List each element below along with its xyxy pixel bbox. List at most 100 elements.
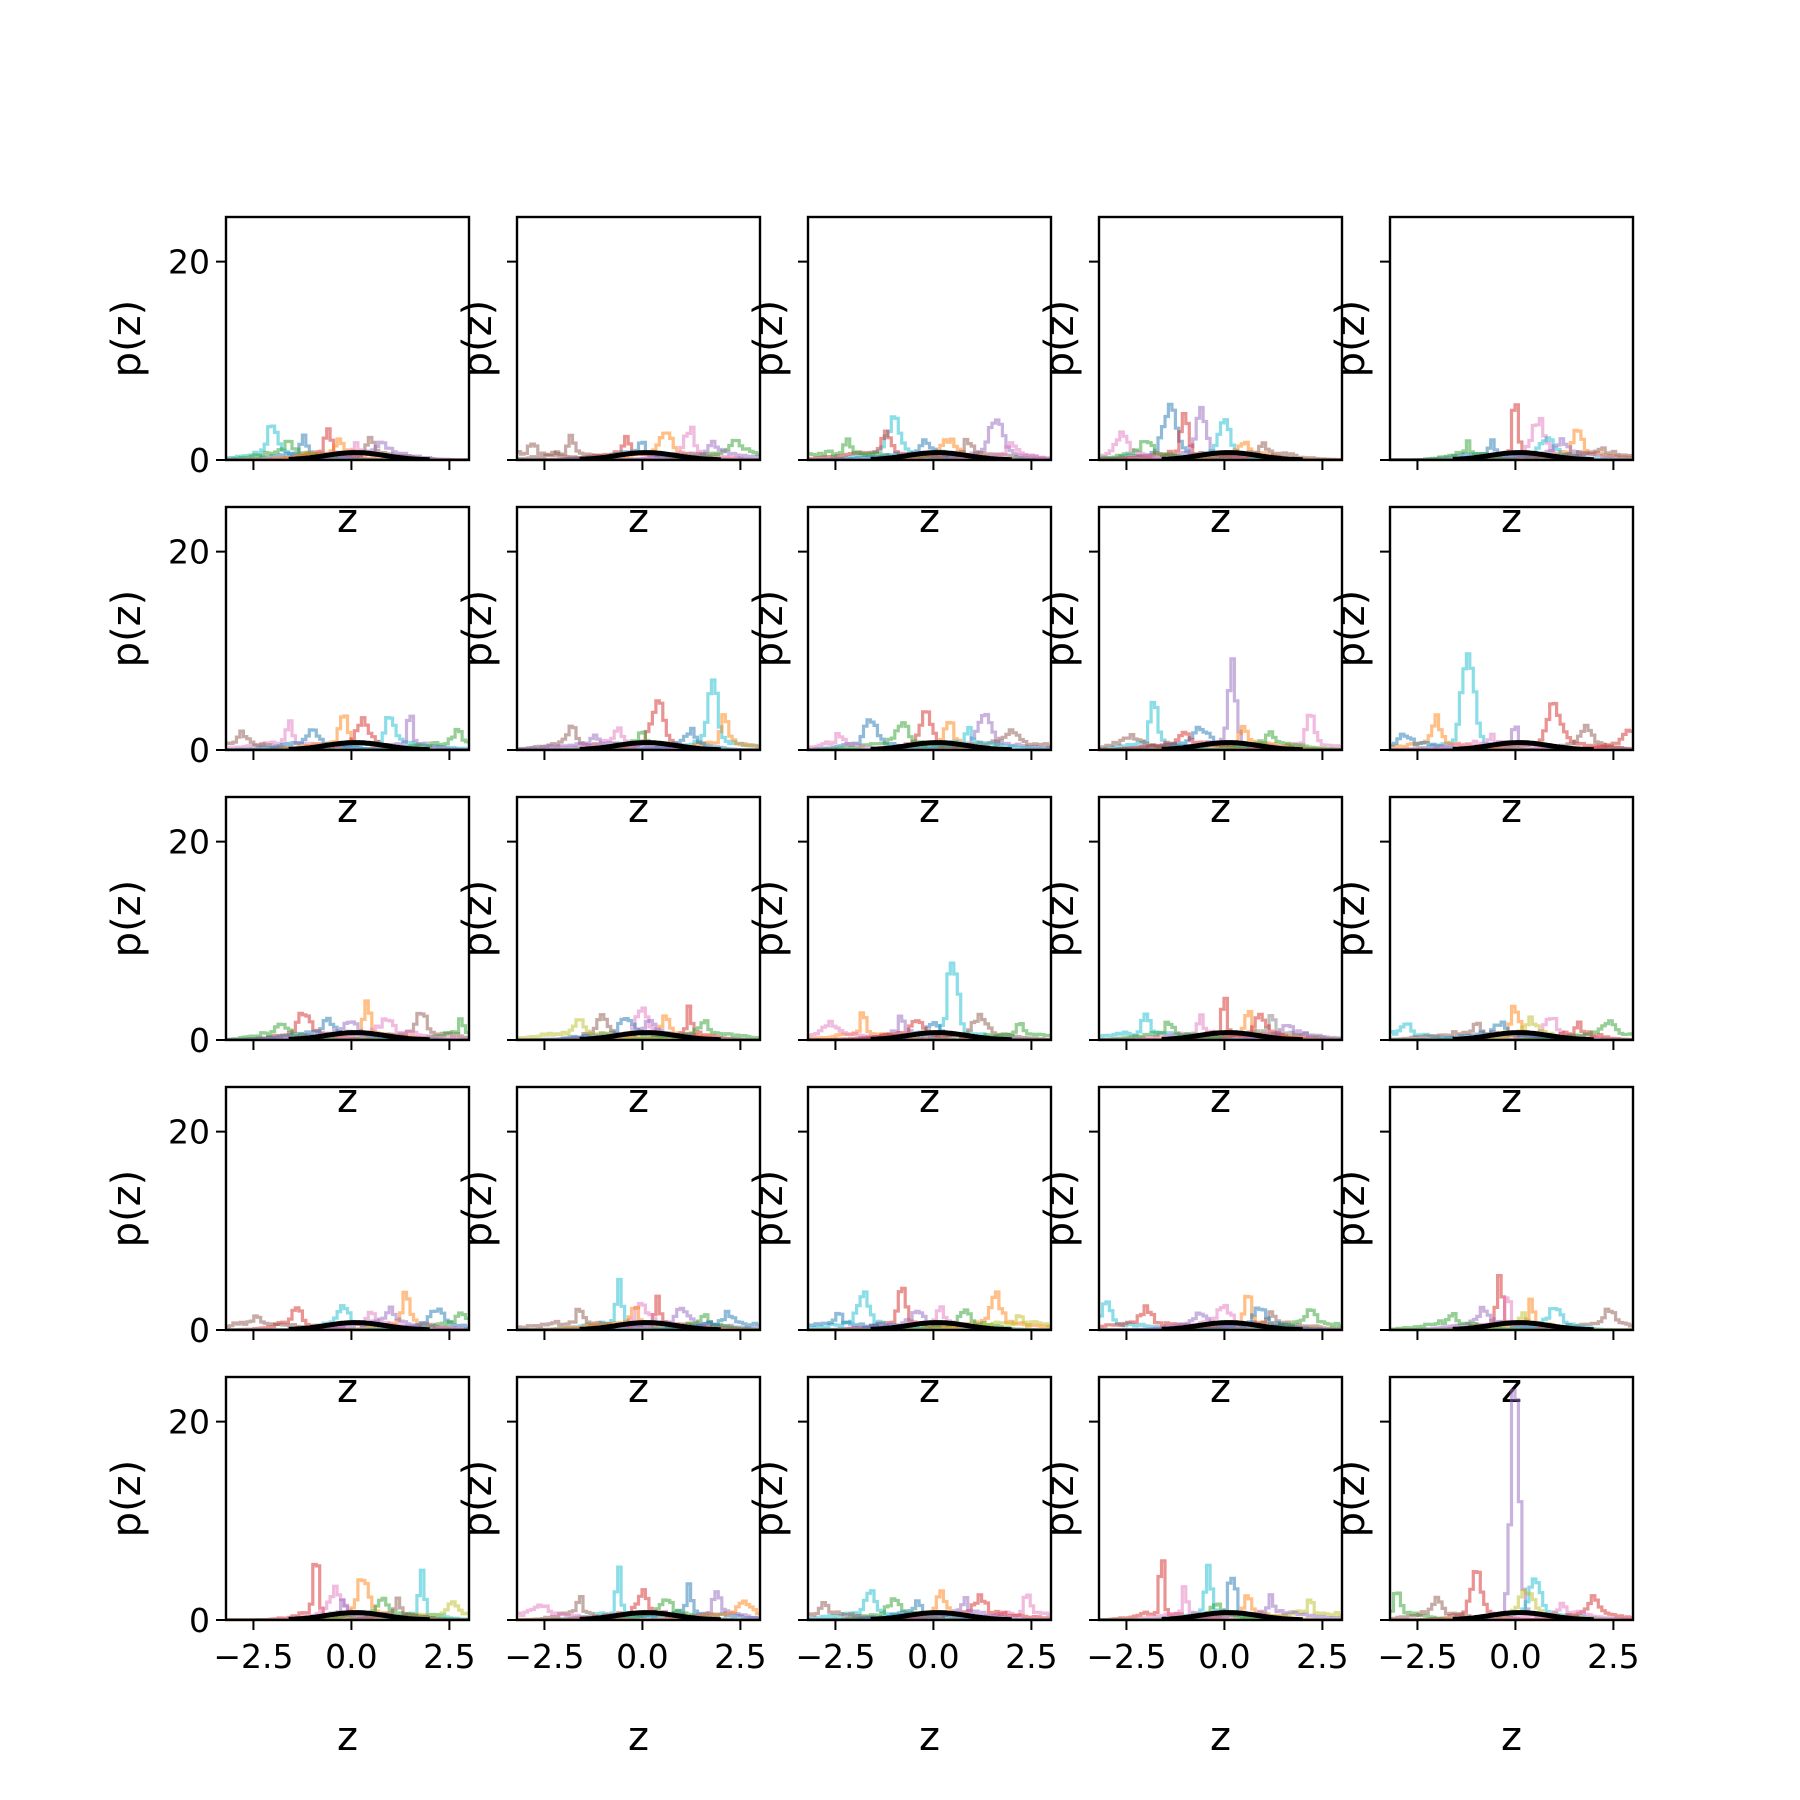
overall-curve bbox=[579, 1610, 721, 1620]
x-axis-label: z bbox=[1501, 1076, 1522, 1122]
panel-4-5: zp(z) bbox=[1328, 1085, 1635, 1412]
panel-frame bbox=[1388, 795, 1635, 1042]
y-axis-label: p(z) bbox=[1328, 1170, 1374, 1248]
panel-2-4: z p(z) bbox=[1037, 505, 1344, 832]
overall-curve bbox=[1161, 450, 1303, 460]
y-axis-label: p(z) bbox=[746, 590, 792, 668]
series-curve bbox=[1099, 418, 1342, 460]
x-tick-label: 0.0 bbox=[325, 1637, 377, 1676]
x-axis-label: z bbox=[337, 496, 358, 542]
panel-3-2: z p(z) bbox=[455, 795, 762, 1122]
overall-curve bbox=[1161, 1320, 1303, 1330]
panel-frame bbox=[515, 795, 762, 1042]
panel-1-4: z p(z) bbox=[1037, 215, 1344, 542]
x-tick-label: 0.0 bbox=[1198, 1637, 1250, 1676]
series-curve bbox=[808, 728, 1051, 750]
x-axis-label: z bbox=[1501, 786, 1522, 832]
panel-4-4: z p(z) bbox=[1037, 1085, 1344, 1412]
y-axis-label: p(z) bbox=[104, 880, 150, 958]
panel-frame bbox=[224, 1085, 471, 1332]
y-axis-label: p(z) bbox=[746, 1170, 792, 1248]
overall-curve bbox=[1161, 1610, 1303, 1620]
overall-curve bbox=[870, 1610, 1012, 1620]
panel-4-3: z p(z) bbox=[746, 1085, 1053, 1412]
panel-frame bbox=[224, 795, 471, 1042]
series-curve bbox=[1390, 728, 1633, 750]
x-tick-label: 0.0 bbox=[907, 1637, 959, 1676]
series-curve bbox=[226, 1598, 469, 1620]
x-tick-label: 0.0 bbox=[616, 1637, 668, 1676]
panel-1-2: z p(z) bbox=[455, 215, 762, 542]
panel-4-2: z p(z) bbox=[455, 1085, 762, 1412]
panel-1-5: z p(z) bbox=[1328, 215, 1635, 542]
x-axis-label: z bbox=[1501, 496, 1522, 542]
series-curve bbox=[226, 1596, 469, 1620]
x-tick-label: −2.5 bbox=[504, 1637, 584, 1676]
series-curve bbox=[226, 1011, 469, 1040]
panel-frame bbox=[806, 795, 1053, 1042]
overall-curve bbox=[579, 1030, 721, 1040]
panel-2-1: 0 20 z p(z) bbox=[104, 505, 471, 832]
y-tick-label: 0 bbox=[189, 731, 210, 770]
x-axis-label: z bbox=[919, 1714, 940, 1760]
y-axis-label: p(z) bbox=[455, 880, 501, 958]
y-tick-label: 0 bbox=[189, 1021, 210, 1060]
x-axis-label: z bbox=[1210, 496, 1231, 542]
panel-3-5: z p(z) bbox=[1328, 795, 1635, 1122]
y-axis-label: p(z) bbox=[1037, 880, 1083, 958]
x-tick-label: 2.5 bbox=[1587, 1637, 1639, 1676]
x-axis-label: z bbox=[337, 1714, 358, 1760]
y-axis-label: p(z) bbox=[1037, 590, 1083, 668]
x-axis-label: z bbox=[1501, 1714, 1522, 1760]
y-tick-label: 0 bbox=[189, 1601, 210, 1640]
y-axis-label: p(z) bbox=[455, 590, 501, 668]
y-tick-label: 0 bbox=[189, 441, 210, 480]
y-axis-label: p(z) bbox=[746, 1460, 792, 1538]
panel-frame bbox=[1097, 1085, 1344, 1332]
overall-curve bbox=[1452, 450, 1594, 460]
y-tick-label: 20 bbox=[168, 1403, 210, 1442]
y-axis-label: p(z) bbox=[1328, 300, 1374, 378]
x-axis-label: z bbox=[337, 786, 358, 832]
series-curve bbox=[808, 710, 1051, 750]
overall-curve bbox=[870, 450, 1012, 460]
x-tick-label: −2.5 bbox=[795, 1637, 875, 1676]
y-axis-label: p(z) bbox=[104, 300, 150, 378]
series-curve bbox=[808, 1314, 1051, 1330]
x-axis-label: z bbox=[1210, 1076, 1231, 1122]
series-curve bbox=[1390, 446, 1633, 460]
series-curve bbox=[1390, 1004, 1633, 1040]
panel-frame bbox=[224, 1375, 471, 1622]
x-axis-label: z bbox=[919, 786, 940, 832]
y-axis-label: p(z) bbox=[104, 590, 150, 668]
panel-frame bbox=[1388, 215, 1635, 462]
series-curve bbox=[1390, 1601, 1633, 1620]
panel-5-2: −2.5 0.0 2.5 z p(z) bbox=[455, 1375, 767, 1760]
x-axis-label: z bbox=[919, 1076, 940, 1122]
y-axis-label: p(z) bbox=[455, 1460, 501, 1538]
panel-frame bbox=[1097, 1375, 1344, 1622]
overall-curve bbox=[288, 1610, 430, 1620]
y-tick-label: 20 bbox=[168, 243, 210, 282]
series-curve bbox=[226, 714, 469, 750]
series-curve bbox=[517, 1309, 760, 1330]
overall-curve bbox=[1452, 1610, 1594, 1620]
y-tick-label: 20 bbox=[168, 823, 210, 862]
panel-frame bbox=[515, 1085, 762, 1332]
panel-frame bbox=[806, 505, 1053, 752]
x-axis-label: z bbox=[337, 1076, 358, 1122]
x-tick-label: 0.0 bbox=[1489, 1637, 1541, 1676]
x-tick-label: 2.5 bbox=[714, 1637, 766, 1676]
panel-2-2: z p(z) bbox=[455, 505, 762, 832]
panel-frame bbox=[1388, 1085, 1635, 1332]
x-axis-label: z bbox=[628, 496, 649, 542]
series-curve bbox=[517, 1019, 760, 1040]
overall-curve bbox=[870, 740, 1012, 750]
panel-frame bbox=[1097, 215, 1344, 462]
x-axis-label: z bbox=[628, 1076, 649, 1122]
series-curve bbox=[1099, 1023, 1342, 1040]
series-curve bbox=[517, 726, 760, 750]
y-tick-label: 20 bbox=[168, 1113, 210, 1152]
overall-curve bbox=[1161, 740, 1303, 750]
panel-frame bbox=[224, 505, 471, 752]
